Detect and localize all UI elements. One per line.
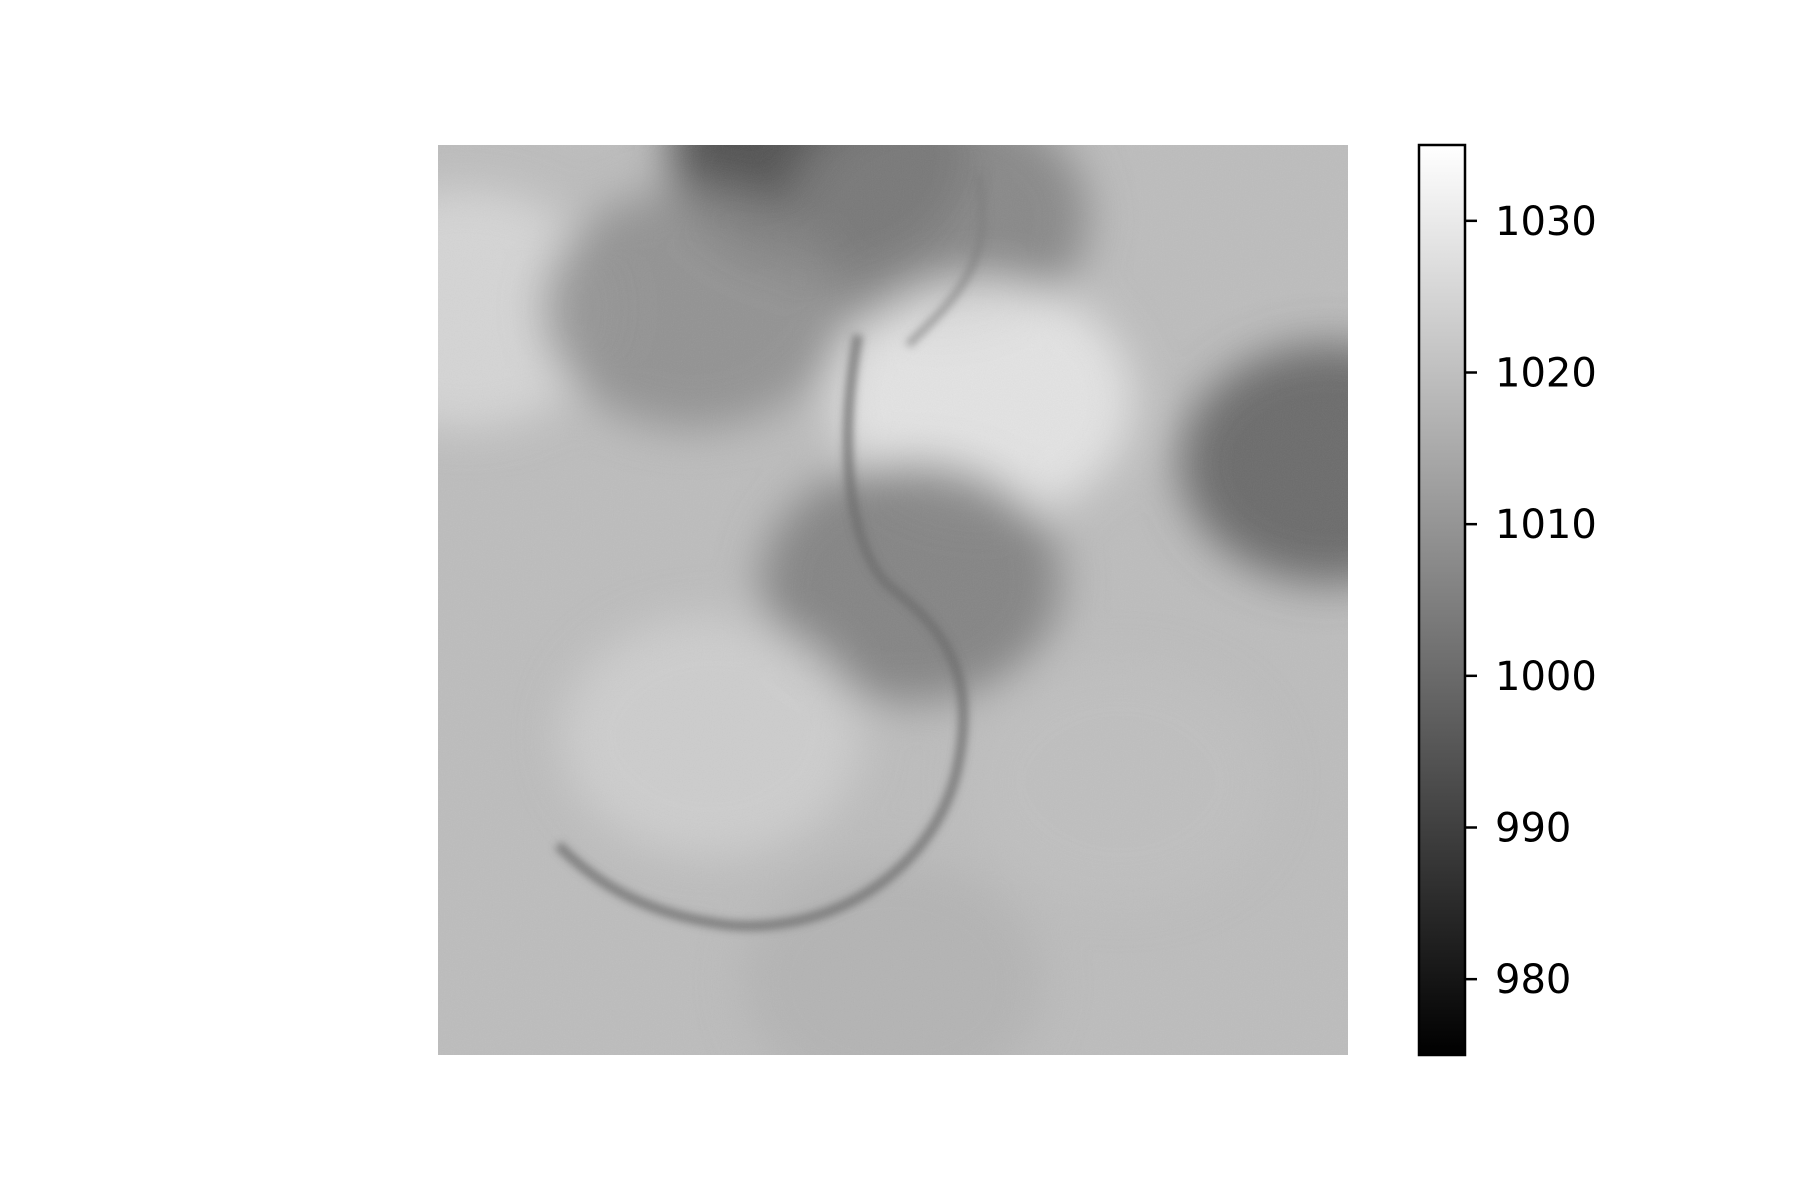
pressure-field-heatmap: [438, 145, 1348, 1055]
colorbar-tick-label: 1010: [1495, 502, 1597, 548]
colorbar-tick-label: 1030: [1495, 199, 1597, 245]
colorbar-tick-label: 1000: [1495, 654, 1597, 700]
colorbar-ticks: 980 990 1000 1010 1020 1030: [1465, 199, 1597, 1003]
colorbar-tick-label: 980: [1495, 957, 1571, 1003]
colorbar: 980 990 1000 1010 1020 1030: [1417, 143, 1597, 1057]
colorbar-tick-label: 990: [1495, 806, 1571, 852]
colorbar-tick-label: 1020: [1495, 351, 1597, 397]
heatmap-texture: [438, 145, 1348, 1055]
colorbar-gradient: [1417, 143, 1467, 1057]
